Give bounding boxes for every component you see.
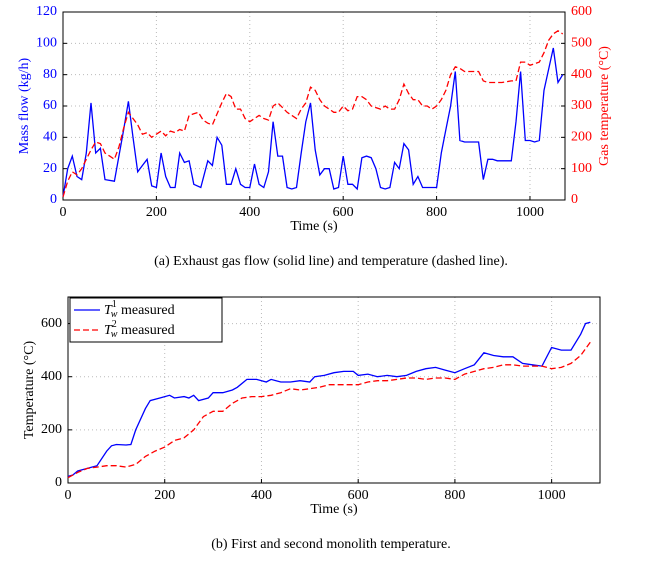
y-tick-label: 0 xyxy=(50,192,57,207)
y-tick-label: 600 xyxy=(41,316,62,331)
y-tick-label: 20 xyxy=(43,161,57,176)
x-tick-label: 800 xyxy=(426,205,447,220)
y-tick-label: 60 xyxy=(43,98,57,113)
y2-tick-label: 0 xyxy=(571,192,578,207)
x-tick-label: 1000 xyxy=(516,205,544,220)
series-line xyxy=(67,321,591,478)
x-tick-label: 200 xyxy=(146,205,167,220)
legend-label: T2 w measured xyxy=(104,319,175,340)
x-tick-label: 0 xyxy=(65,488,72,503)
x-tick-label: 200 xyxy=(154,488,175,503)
series-line xyxy=(62,47,564,198)
x-tick-label: 600 xyxy=(333,205,354,220)
y-axis-label: Temperature (°C) xyxy=(22,341,37,440)
caption: (a) Exhaust gas flow (solid line) and te… xyxy=(154,254,508,269)
legend-box xyxy=(69,297,223,343)
y-tick-label: 0 xyxy=(55,475,62,490)
y-tick-label: 100 xyxy=(36,36,57,51)
series-line xyxy=(67,341,591,479)
y2-tick-label: 400 xyxy=(571,67,592,82)
x-tick-label: 1000 xyxy=(538,488,566,503)
x-tick-label: 400 xyxy=(251,488,272,503)
x-tick-label: 0 xyxy=(60,205,67,220)
plot-frame xyxy=(67,296,601,484)
y-tick-label: 120 xyxy=(36,4,57,19)
x-axis-label: Time (s) xyxy=(290,219,338,234)
x-tick-label: 600 xyxy=(348,488,369,503)
legend-label: T1 w measured xyxy=(104,299,175,320)
y-tick-label: 200 xyxy=(41,422,62,437)
y-axis-label: Mass flow (kg/h) xyxy=(17,57,32,154)
y2-tick-label: 300 xyxy=(571,98,592,113)
y-tick-label: 80 xyxy=(43,67,57,82)
x-axis-label: Time (s) xyxy=(310,502,358,517)
y2-axis-label: Gas temperature (°C) xyxy=(597,46,612,166)
y2-tick-label: 500 xyxy=(571,36,592,51)
series-line xyxy=(62,30,564,198)
x-tick-label: 400 xyxy=(239,205,260,220)
plot-frame xyxy=(62,11,566,201)
y-tick-label: 40 xyxy=(43,130,57,145)
y2-tick-label: 100 xyxy=(571,161,592,176)
x-tick-label: 800 xyxy=(444,488,465,503)
y2-tick-label: 600 xyxy=(571,4,592,19)
y2-tick-label: 200 xyxy=(571,130,592,145)
caption: (b) First and second monolith temperatur… xyxy=(211,537,451,552)
y-tick-label: 400 xyxy=(41,369,62,384)
